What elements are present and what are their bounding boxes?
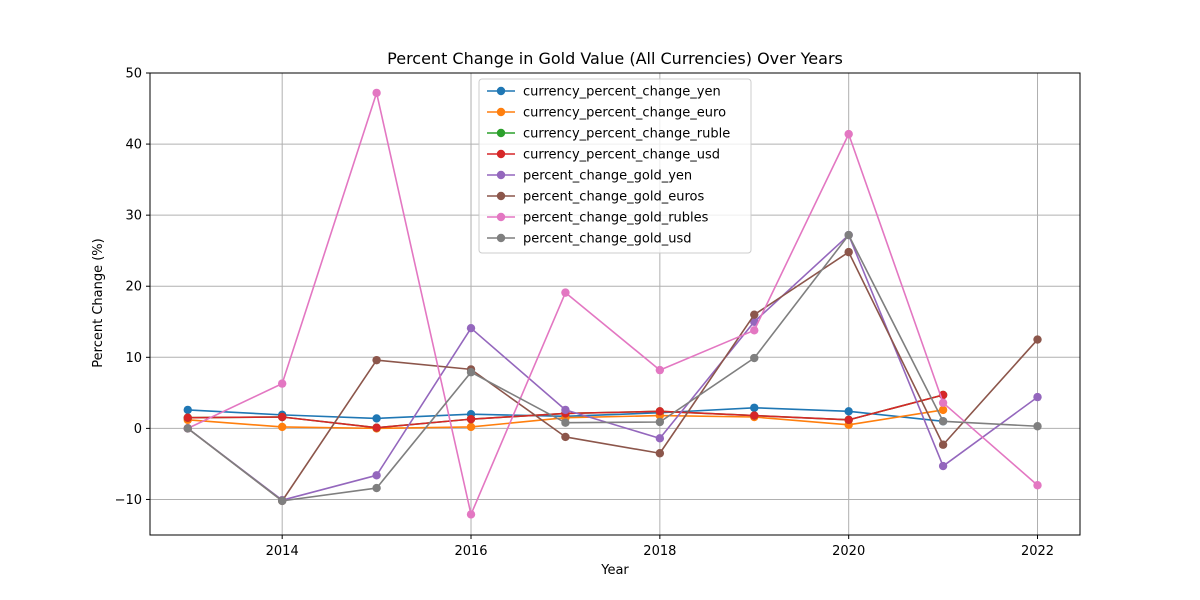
legend-item: percent_change_gold_yen	[487, 169, 692, 184]
y-tick-label: 30	[125, 209, 142, 224]
axis-ticks: 2014 2016 2018 2020 2022 −10 0 10 20 30 40 50	[115, 67, 1054, 560]
legend-item: percent_change_gold_rubles	[487, 211, 709, 226]
y-tick-label: 50	[125, 67, 142, 82]
data-point	[844, 129, 853, 139]
x-tick-label: 2014	[266, 544, 299, 559]
data-point	[561, 432, 570, 442]
data-point	[466, 368, 476, 377]
data-point	[277, 422, 287, 432]
data-point	[466, 323, 476, 333]
data-point	[750, 326, 759, 335]
y-axis-title: Percent Change (%)	[91, 238, 106, 367]
y-tick-label: 10	[125, 351, 142, 366]
data-point	[466, 510, 476, 519]
plot-frame	[149, 72, 1081, 536]
y-tick-label: 20	[125, 280, 142, 295]
data-point	[372, 423, 381, 432]
x-axis-title: Year	[600, 563, 629, 578]
legend-item: currency_percent_change_euro	[487, 106, 726, 121]
data-point	[938, 461, 948, 471]
legend-label: percent_change_gold_usd	[523, 232, 691, 247]
legend-label: currency_percent_change_usd	[523, 148, 720, 163]
y-tick-label: 0	[134, 422, 142, 437]
data-point	[561, 418, 570, 427]
data-point	[938, 405, 948, 415]
legend-marker	[496, 128, 506, 138]
data-point	[655, 365, 665, 375]
legend-label: percent_change_gold_euros	[523, 190, 704, 205]
data-point	[1033, 335, 1042, 344]
y-tick-label: 40	[125, 138, 142, 153]
legend-label: percent_change_gold_rubles	[523, 211, 709, 226]
series-line	[187, 251, 1039, 502]
data-point	[655, 434, 665, 443]
data-point	[750, 411, 759, 420]
data-point	[561, 288, 570, 297]
data-point	[372, 414, 381, 423]
data-point	[844, 407, 853, 416]
series-percent_change_gold_usd	[183, 230, 1042, 506]
chart-title: Percent Change in Gold Value (All Curren…	[387, 49, 843, 68]
legend-marker	[496, 212, 506, 222]
data-point	[750, 317, 759, 326]
data-point	[466, 422, 476, 432]
legend-marker	[496, 233, 506, 243]
legend-label: currency_percent_change_euro	[523, 106, 726, 121]
data-point	[750, 353, 759, 363]
data-point	[1033, 422, 1042, 431]
legend-label: currency_percent_change_ruble	[523, 127, 730, 142]
x-tick-label: 2016	[454, 544, 487, 559]
series-line	[187, 234, 1038, 502]
legend-item: currency_percent_change_yen	[487, 85, 721, 100]
data-point	[277, 379, 287, 388]
legend-marker	[496, 191, 506, 201]
data-point	[655, 407, 665, 416]
data-point	[938, 440, 948, 449]
data-point	[844, 415, 853, 425]
data-point	[938, 417, 948, 426]
legend-box	[478, 78, 752, 254]
data-point	[655, 449, 665, 458]
data-point	[844, 247, 853, 257]
data-point	[655, 417, 665, 427]
series-layer	[183, 88, 1042, 519]
legend-item: currency_percent_change_ruble	[487, 127, 730, 142]
data-point	[183, 424, 192, 433]
legend-item: currency_percent_change_usd	[487, 148, 720, 163]
data-point	[844, 230, 853, 240]
data-point	[372, 471, 381, 480]
legend-marker	[496, 170, 506, 180]
legend-marker	[496, 86, 506, 96]
y-tick-label: −10	[115, 493, 142, 508]
data-point	[1033, 392, 1042, 402]
data-point	[938, 398, 948, 407]
legend-item: percent_change_gold_usd	[487, 232, 691, 247]
legend-item: percent_change_gold_euros	[487, 190, 704, 205]
data-point	[372, 483, 381, 493]
data-point	[277, 496, 287, 506]
data-point	[750, 310, 759, 319]
x-tick-label: 2018	[643, 544, 676, 559]
legend-label: currency_percent_change_yen	[523, 85, 721, 100]
x-tick-label: 2020	[832, 544, 865, 559]
series-line	[187, 92, 1039, 516]
data-point	[466, 414, 476, 424]
x-tick-label: 2022	[1021, 544, 1054, 559]
data-point	[277, 412, 287, 422]
series-line	[187, 234, 1038, 501]
data-point	[183, 413, 192, 422]
legend-label: percent_change_gold_yen	[523, 169, 692, 184]
legend-marker	[496, 149, 506, 159]
data-point	[372, 88, 381, 98]
data-point	[1033, 481, 1042, 490]
legend: currency_percent_change_yen currency_perc…	[478, 78, 752, 254]
data-point	[750, 403, 759, 412]
data-point	[561, 405, 570, 415]
series-percent_change_gold_rubles	[183, 88, 1042, 519]
legend-marker	[496, 107, 506, 117]
data-point	[372, 355, 381, 365]
data-point	[183, 405, 192, 415]
